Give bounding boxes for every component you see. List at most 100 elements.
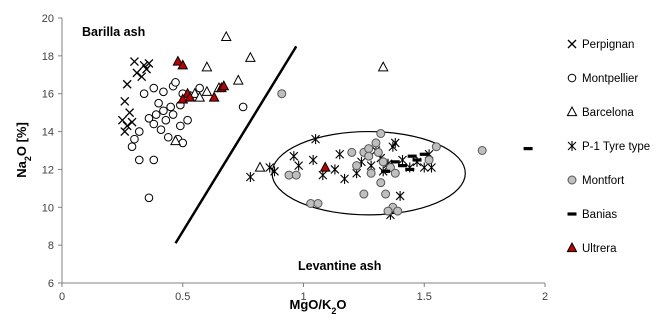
x-tick-label: 2: [542, 291, 548, 303]
point-montpellier: [159, 106, 168, 116]
point-banias: [405, 167, 415, 172]
point-montpellier: [139, 89, 149, 99]
legend-label-barcelona: Barcelona: [582, 107, 634, 119]
point-banias: [419, 152, 429, 156]
point-montpellier: [161, 115, 171, 125]
legend-marker-ultrera: [566, 241, 578, 253]
point-montfort: [364, 144, 374, 154]
x-axis-title: MgO/K2O: [289, 297, 346, 316]
point-ultrera: [177, 59, 189, 70]
levantine-ash-label: Levantine ash: [298, 259, 381, 273]
y-ticks: 6 8 10 12 14 16 18 20: [42, 13, 62, 290]
point-p-1-tyre-type: [270, 166, 279, 177]
point-montfort: [359, 189, 369, 199]
point-perpignan: [132, 68, 142, 78]
legend-marker-montfort: [567, 175, 577, 185]
point-montpellier: [178, 138, 188, 148]
point-montpellier: [134, 155, 144, 165]
point-banias: [407, 154, 417, 158]
y-tick-label: 6: [48, 278, 54, 290]
point-ultrera: [208, 91, 220, 102]
point-montfort: [431, 142, 441, 152]
point-banias: [412, 158, 422, 162]
legend-marker-barcelona: [566, 105, 578, 117]
y-tick-label: 20: [42, 13, 54, 25]
point-banias: [390, 160, 400, 164]
point-perpignan: [129, 57, 139, 66]
point-montfort: [477, 146, 487, 155]
legend-marker-montpellier: [567, 73, 577, 83]
point-montfort: [371, 138, 381, 148]
point-barcelona: [170, 134, 181, 146]
point-montfort: [373, 147, 383, 157]
point-ultrera: [172, 55, 184, 66]
point-p-1-tyre-type: [311, 134, 320, 145]
point-p-1-tyre-type: [308, 154, 318, 165]
point-montpellier: [144, 114, 154, 123]
barilla-ash-label: Barilla ash: [82, 25, 145, 39]
point-montfort: [378, 157, 388, 167]
point-montpellier: [134, 127, 144, 136]
point-p-1-tyre-type: [412, 156, 422, 167]
point-montpellier: [156, 125, 166, 134]
point-barcelona: [244, 51, 256, 62]
point-montpellier: [130, 134, 139, 144]
point-montpellier: [166, 102, 175, 112]
point-banias: [523, 147, 533, 151]
point-montpellier: [183, 115, 192, 125]
point-montpellier: [195, 83, 204, 93]
point-p-1-tyre-type: [340, 173, 349, 184]
point-ultrera: [184, 91, 196, 102]
x-tick-label: 1: [300, 291, 306, 303]
point-barcelona: [194, 91, 206, 102]
point-montpellier: [149, 119, 159, 129]
point-p-1-tyre-type: [294, 160, 304, 171]
point-montfort: [393, 206, 403, 216]
point-p-1-tyre-type: [265, 162, 275, 173]
point-montfort: [376, 128, 386, 138]
point-p-1-tyre-type: [289, 151, 299, 162]
point-perpignan: [125, 108, 135, 118]
point-p-1-tyre-type: [398, 154, 407, 165]
point-montfort: [352, 161, 362, 171]
point-montfort: [424, 155, 434, 165]
point-banias: [398, 164, 408, 168]
y-tick-label: 16: [42, 89, 54, 101]
point-montfort: [381, 189, 391, 199]
legend-marker-banias: [567, 212, 577, 216]
point-montfort: [366, 168, 376, 178]
y-tick-label: 18: [42, 51, 54, 63]
point-montpellier: [149, 83, 159, 93]
point-barcelona: [220, 30, 232, 42]
point-montpellier: [238, 102, 248, 112]
point-perpignan: [120, 127, 130, 137]
y-axis-title: Na2O [%]: [14, 122, 33, 178]
point-banias: [381, 169, 391, 173]
point-montfort: [277, 89, 287, 99]
point-barcelona: [377, 61, 389, 72]
legend-label-montpellier: Montpellier: [582, 73, 638, 85]
legend-label-ultrera: Ultrera: [582, 243, 617, 255]
legend-label-perpignan: Perpignan: [582, 39, 634, 51]
point-perpignan: [137, 72, 147, 82]
x-tick-label: 0.5: [175, 291, 190, 303]
point-p-1-tyre-type: [245, 172, 255, 182]
point-montpellier: [149, 155, 159, 165]
y-tick-label: 14: [42, 127, 54, 139]
point-p-1-tyre-type: [395, 190, 405, 201]
point-p-1-tyre-type: [335, 149, 345, 160]
point-p-1-tyre-type: [405, 162, 415, 173]
x-tick-label: 1.5: [417, 291, 432, 303]
y-tick-label: 8: [48, 240, 54, 252]
point-montfort: [347, 147, 357, 157]
legend-marker-perpignan: [567, 39, 577, 49]
point-montfort: [390, 168, 400, 178]
point-montpellier: [154, 98, 163, 108]
legend-label-banias: Banias: [582, 209, 617, 221]
point-barcelona: [254, 161, 266, 172]
point-ultrera: [319, 161, 331, 172]
point-montfort: [383, 206, 393, 216]
point-barcelona: [201, 61, 213, 72]
point-p-1-tyre-type: [330, 164, 340, 175]
